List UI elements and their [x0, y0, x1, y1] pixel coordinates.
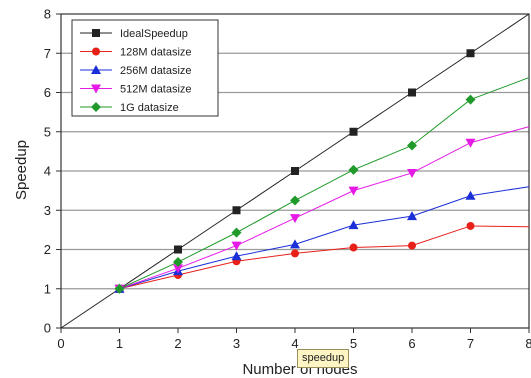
y-tick-label: 7 — [44, 46, 51, 61]
data-point — [231, 241, 242, 251]
legend-label: 1G datasize — [120, 102, 179, 114]
x-tick-label: 6 — [408, 336, 415, 351]
data-point — [349, 127, 358, 136]
series-3 — [119, 126, 530, 290]
series-markers-1 — [115, 221, 475, 293]
data-point — [231, 251, 242, 261]
legend: IdealSpeedup 128M datasize 256M datasize 51… — [71, 19, 219, 117]
legend-label: 256M datasize — [120, 65, 192, 77]
data-point — [173, 264, 183, 274]
y-axis-label: Speedup — [13, 140, 30, 200]
data-point — [465, 138, 476, 148]
series-2 — [119, 186, 530, 290]
series-markers-3 — [114, 138, 476, 294]
data-point — [174, 245, 182, 254]
y-tick-label: 8 — [44, 7, 51, 22]
y-tick-label: 2 — [44, 242, 51, 257]
y-tick-label: 5 — [44, 124, 51, 139]
series-4 — [119, 77, 530, 290]
x-tick-label: 5 — [350, 336, 357, 351]
legend-label: 512M datasize — [120, 84, 192, 96]
data-point — [348, 220, 359, 230]
data-point — [408, 241, 416, 250]
data-point — [291, 249, 299, 258]
data-point — [349, 243, 358, 252]
x-tick-label: 0 — [57, 336, 64, 351]
data-point — [466, 221, 475, 230]
x-tick-label: 7 — [467, 336, 474, 351]
data-point — [408, 88, 416, 97]
data-point — [466, 49, 475, 58]
data-point — [407, 168, 417, 178]
series-line — [119, 126, 530, 290]
data-point — [290, 214, 300, 224]
y-tick-label: 0 — [44, 321, 51, 336]
y-tick-label: 6 — [44, 85, 51, 100]
y-tick-label: 1 — [44, 281, 51, 296]
legend-marker — [92, 29, 100, 37]
x-tick-label: 3 — [233, 336, 240, 351]
legend-marker — [91, 65, 101, 74]
legend-marker — [91, 84, 101, 94]
x-tick-label: 8 — [525, 336, 531, 351]
data-point — [407, 211, 417, 221]
legend-label: 128M datasize — [120, 47, 192, 59]
series-line — [119, 225, 530, 290]
series-1 — [119, 225, 530, 290]
data-point — [465, 190, 476, 200]
legend-label: IdealSpeedup — [120, 28, 188, 40]
tooltip: speedup — [297, 349, 350, 368]
x-tick-label: 4 — [291, 336, 298, 351]
series-line — [119, 77, 530, 290]
legend-marker — [92, 47, 100, 56]
axes: 0 1 2 3 4 5 6 7 8 0 1 2 3 4 5 6 7 8 — [44, 7, 531, 352]
data-point — [348, 164, 359, 175]
x-tick-label: 2 — [174, 336, 181, 351]
data-point — [465, 94, 476, 105]
data-point — [231, 227, 242, 238]
series-markers-4 — [114, 94, 476, 294]
y-tick-label: 4 — [44, 164, 51, 179]
x-tick-label: 1 — [116, 336, 123, 351]
data-point — [114, 283, 125, 294]
data-point — [232, 206, 241, 215]
data-point — [348, 186, 359, 196]
y-tick-label: 3 — [44, 203, 51, 218]
data-point — [407, 140, 417, 151]
legend-marker — [91, 102, 101, 112]
data-point — [290, 195, 300, 206]
series-group — [60, 13, 530, 329]
data-point — [173, 257, 183, 268]
series-line — [119, 186, 530, 290]
data-point — [291, 167, 299, 175]
data-point — [290, 239, 300, 249]
